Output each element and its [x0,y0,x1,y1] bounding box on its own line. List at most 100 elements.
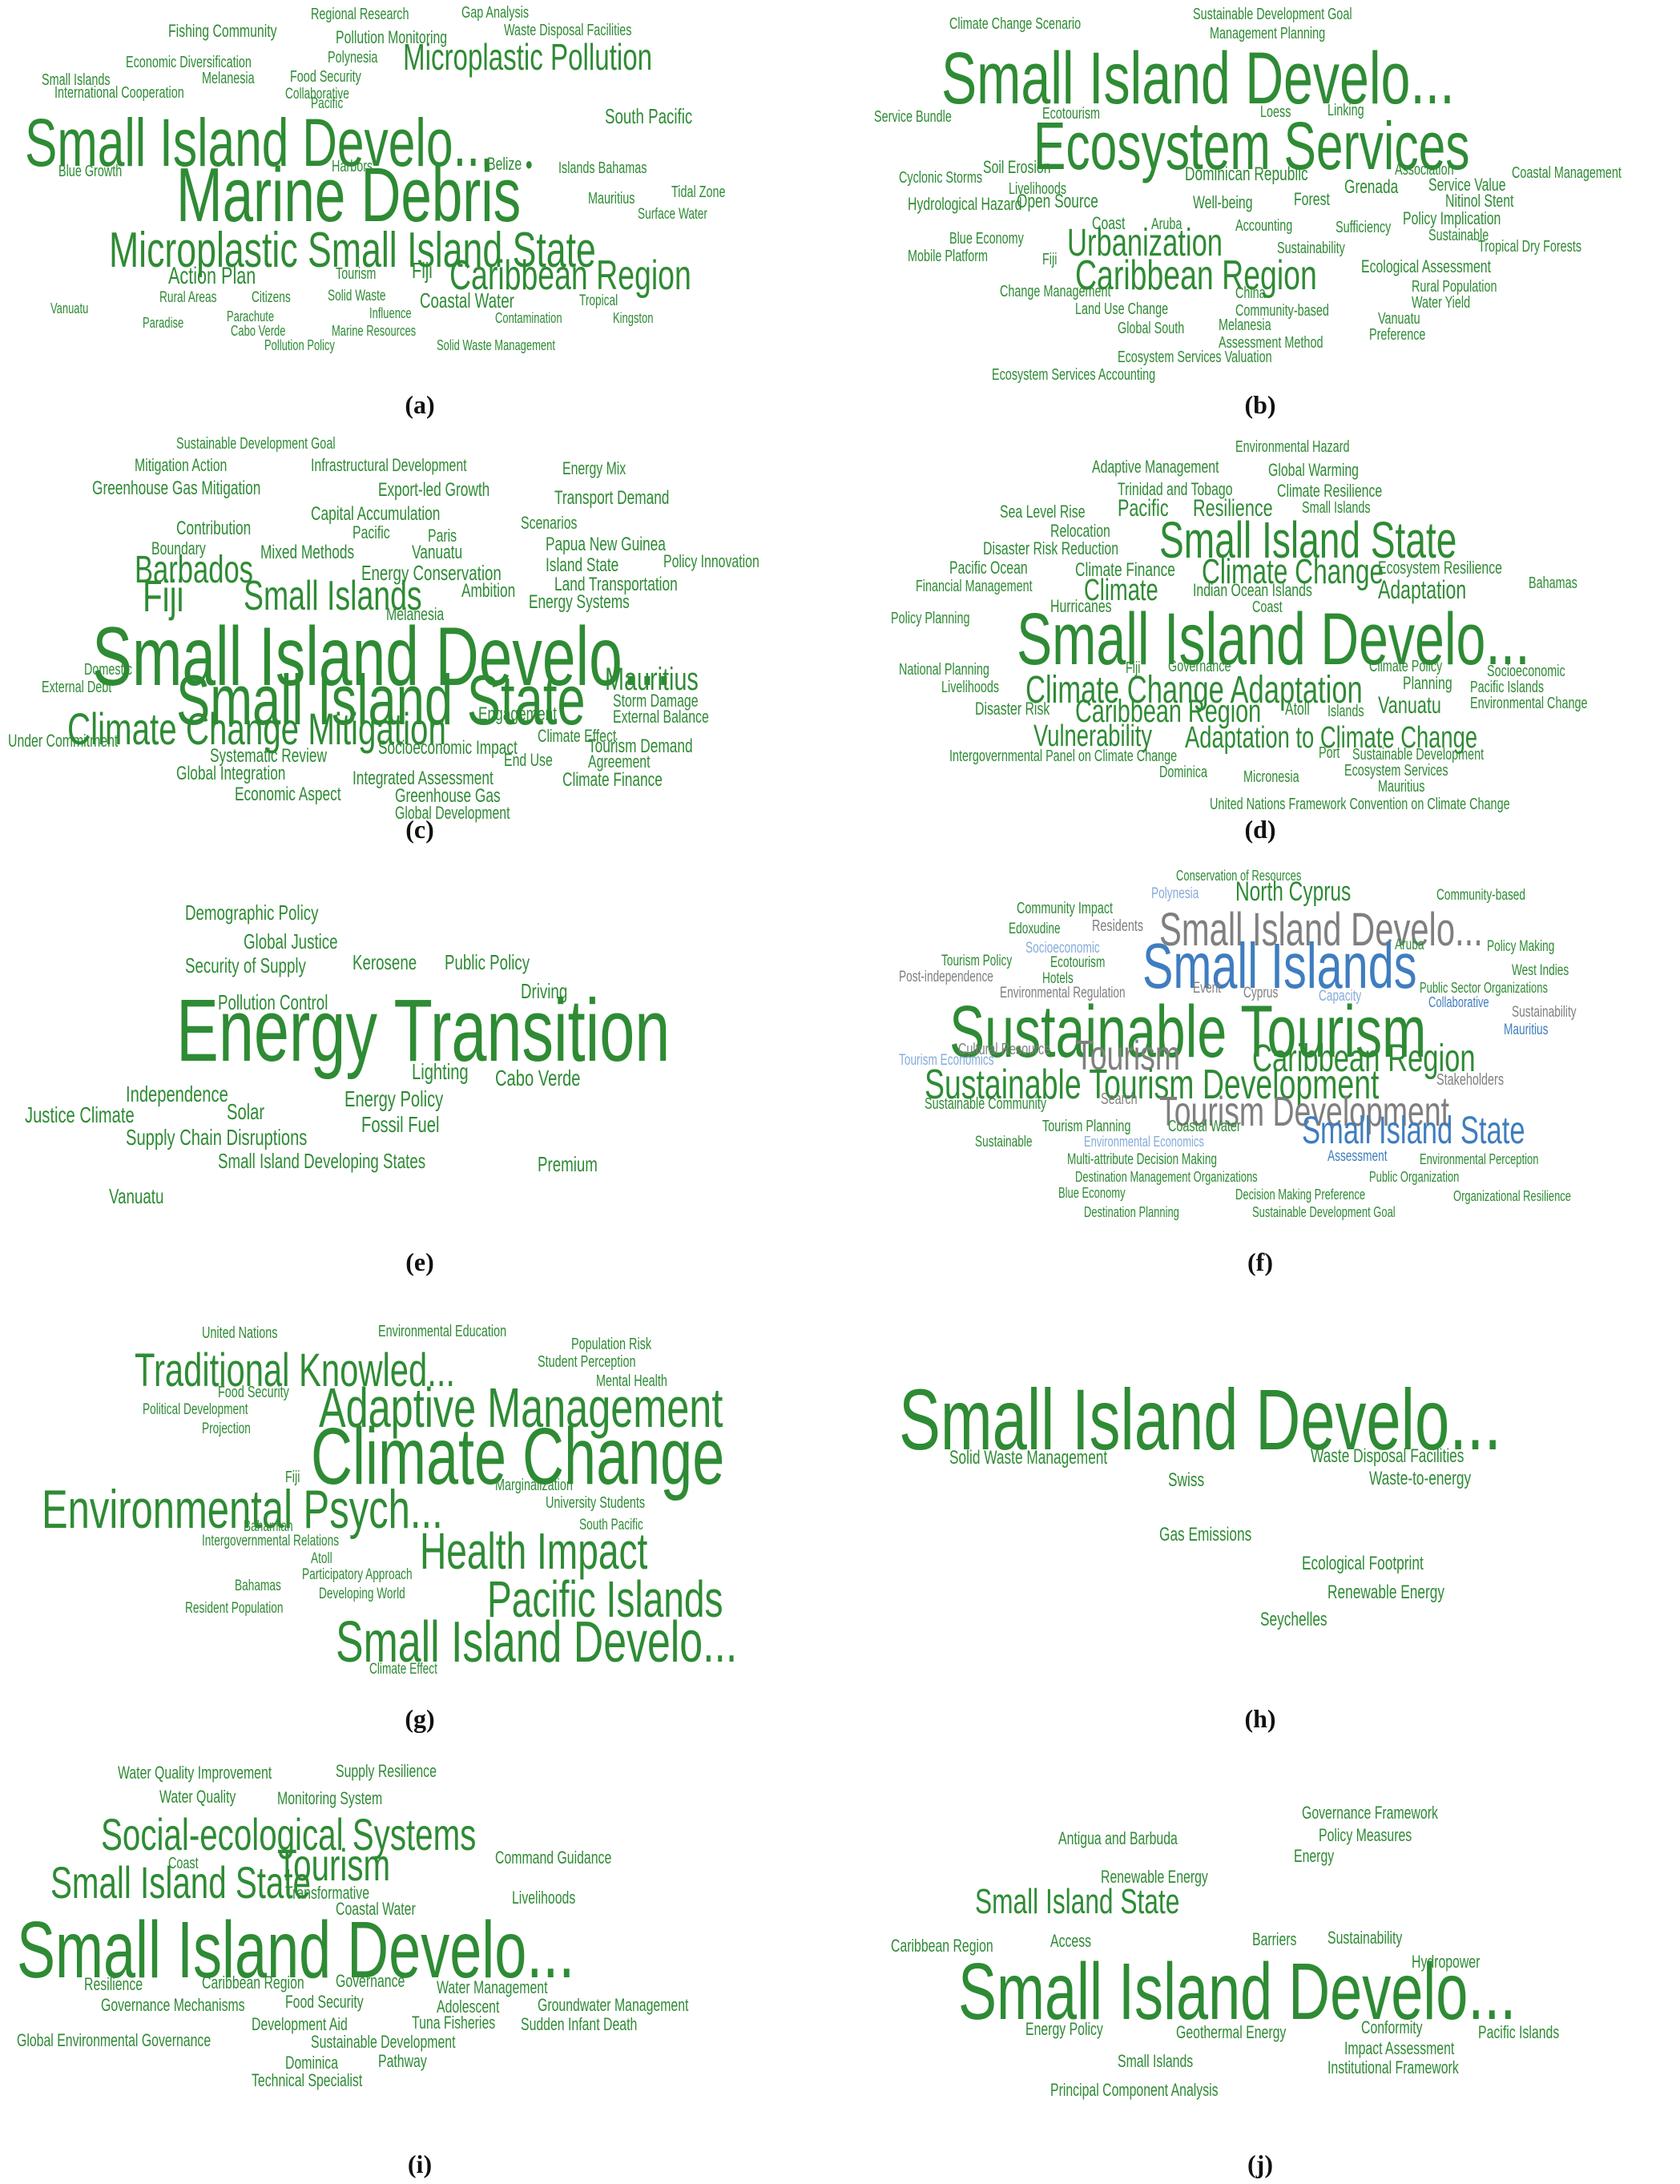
word: Solid Waste Management [949,1447,1108,1469]
panel-g-wordcloud: United Nations Environmental Education Pop… [0,1282,840,1702]
word: Demographic Policy [184,901,319,925]
word: Capital Accumulation [310,503,441,525]
panel-b-wordcloud: Climate Change Scenario Sustainable Devel… [840,0,1680,388]
word: Small Island Develo... [1159,904,1484,956]
word: Climate Change [1201,552,1384,591]
word: Integrated Assessment [353,768,494,789]
word: Melanesia [1218,316,1271,334]
word: Resident Population [184,1600,284,1617]
word: Tourism [276,1839,390,1890]
word: Social-ecological Systems [100,1809,477,1860]
word: Ambition [461,580,516,602]
word: Energy Policy [1025,2019,1103,2039]
word: Small Island Develo... [941,38,1455,119]
word: Mauritius [587,190,635,208]
word: Sustainable Development Goal [1251,1204,1396,1220]
word: Pollution Control [218,990,328,1014]
word: Caribbean Region [1075,252,1318,299]
word: Melanesia [201,70,255,87]
word: Environmental Psych... [42,1479,444,1540]
word: Waste Disposal Facilities [503,22,632,39]
word: Small Islands [1302,499,1372,517]
word: Swiss [1167,1469,1204,1491]
word: Cyprus [1243,985,1279,1001]
word: Pacific [310,95,344,112]
word: Search [1100,1090,1138,1108]
word: Tourism Development [1159,1089,1450,1135]
word: Climate Effect [537,726,617,746]
word: Blue Economy [949,230,1025,248]
word: Caribbean Region [201,1972,304,1993]
word: Open Source [1017,191,1098,212]
panel-h: Small Island Develo... Solid Waste Manage… [840,1282,1680,1739]
word: Collaborative [1428,994,1489,1010]
panel-h-wordcloud: Small Island Develo... Solid Waste Manage… [840,1282,1680,1702]
word: Global Environmental Governance [16,2030,212,2050]
word: Development Aid [252,2014,348,2034]
word: Food Security [289,68,361,86]
word: Greenhouse Gas [394,785,501,807]
word: Citizens [252,289,292,306]
word: Transformative [285,1883,370,1903]
word: Conservation of Resources [1176,868,1302,884]
word: Health Impact [420,1522,648,1580]
panel-e-wordcloud: Demographic Policy Global Justice Security… [0,849,840,1245]
word: Cabo Verde [231,323,286,339]
word: Coastal Water [420,288,514,312]
word: Tidal Zone [671,183,726,201]
word: Belize ● [486,154,533,174]
word: Planning [1403,673,1452,693]
word: Water Quality Improvement [117,1763,272,1783]
word: External Balance [613,707,709,727]
word: Mauritius [604,662,699,697]
word: Tourism Demand [587,735,693,757]
word: Lighting [411,1059,469,1084]
word: Accounting [1235,217,1292,235]
word: Association [1394,161,1454,179]
word: Coastal Water [336,1899,416,1919]
word: Fiji [411,258,433,283]
panel-j-label: (j) [1247,2150,1273,2178]
word: Ecological Assessment [1360,256,1491,276]
word: Governance [336,1971,405,1991]
panel-g-label: (g) [405,1704,435,1733]
word: Seychelles [1260,1609,1327,1630]
word: Energy Policy [344,1086,443,1111]
word: Domestic [83,661,132,679]
word: Small Islands [1142,930,1417,1001]
word: Water Quality [159,1787,236,1807]
word: Cultural Resource [957,1041,1050,1058]
word: Climate Change [310,1412,725,1501]
word: Caribbean Region [449,252,691,299]
word: Environmental Education [377,1323,506,1340]
word: Sudden Infant Death [520,2014,638,2034]
word: Dominican Republic [1184,163,1308,185]
word: Pacific [1117,495,1169,522]
word: Energy Mix [562,458,626,478]
word: South Pacific [579,1517,643,1533]
word: Pacific Ocean [949,558,1028,578]
word: Parachute [226,308,275,324]
word: Food Security [218,1384,290,1401]
word: Vanuatu [411,542,462,563]
word: Ecosystem Services Valuation [1117,349,1272,366]
word: Traditional Knowled... [134,1344,455,1396]
word: Command Guidance [495,1848,612,1868]
word: Preference [1369,326,1426,344]
word: Sustainable Development Goal [176,435,336,453]
word: Microplastic Pollution [403,36,653,78]
word: Small Island Develo... [899,1371,1502,1468]
panel-d: Environmental Hazard Adaptive Management G… [840,425,1680,849]
word: Indian Ocean Islands [1193,580,1312,600]
word: Paris [428,526,457,546]
word: Intergovernmental Relations [201,1533,339,1549]
word: Student Perception [537,1353,636,1371]
word: Community-based [1235,302,1329,320]
word: Fiji [285,1469,300,1486]
word: Economic Aspect [235,784,341,805]
word: Waste-to-energy [1369,1468,1472,1489]
word: Scenarios [520,513,578,533]
word: Climate Policy [1369,658,1443,675]
word: Resilience [1193,495,1273,522]
word: Global Integration [176,763,286,784]
